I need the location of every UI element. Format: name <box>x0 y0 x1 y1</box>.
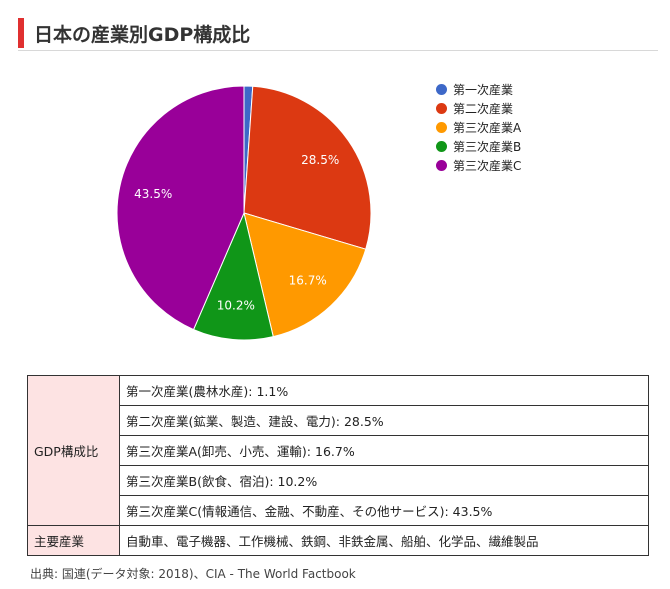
table-cell: 第三次産業B(飲食、宿泊): 10.2% <box>119 465 649 496</box>
legend-label: 第三次産業B <box>453 140 522 154</box>
gdp-table: GDP構成比 第一次産業(農林水産): 1.1% 第二次産業(鉱業、製造、建設、… <box>27 375 649 556</box>
legend-item: 第一次産業 <box>436 80 521 99</box>
legend-label: 第一次産業 <box>453 83 514 97</box>
legend-item: 第三次産業C <box>436 156 521 175</box>
legend-label: 第三次産業C <box>453 159 522 173</box>
legend-swatch <box>436 122 447 133</box>
pie-slice-label: 28.5% <box>301 153 339 167</box>
table-cell: 第三次産業C(情報通信、金融、不動産、その他サービス): 43.5% <box>119 495 649 526</box>
pie-chart: 28.5% 16.7% 10.2% 43.5% <box>116 85 372 341</box>
legend-swatch <box>436 103 447 114</box>
pie-slice-label: 43.5% <box>134 187 172 201</box>
pie-slice-1 <box>243 85 372 250</box>
table-cell: 第二次産業(鉱業、製造、建設、電力): 28.5% <box>119 405 649 436</box>
title-bar: 日本の産業別GDP構成比 <box>18 16 658 51</box>
table-row: 第三次産業B(飲食、宿泊): 10.2% <box>28 465 649 496</box>
legend-item: 第三次産業A <box>436 118 521 137</box>
table-row: 第三次産業A(卸売、小売、運輸): 16.7% <box>28 435 649 466</box>
table-row: 主要産業 自動車、電子機器、工作機械、鉄鋼、非鉄金属、船舶、化学品、繊維製品 <box>27 525 649 556</box>
legend-label: 第三次産業A <box>453 121 522 135</box>
source-note: 出典: 国連(データ対象: 2018)、CIA - The World Fact… <box>30 567 356 581</box>
legend-swatch <box>436 141 447 152</box>
pie-slice-label: 16.7% <box>289 273 327 287</box>
legend-item: 第三次産業B <box>436 137 521 156</box>
table-row: 第三次産業C(情報通信、金融、不動産、その他サービス): 43.5% <box>28 495 649 526</box>
pie-slice-2 <box>243 212 367 338</box>
industries-header-cell: 主要産業 <box>27 525 120 556</box>
pie-slice-3 <box>192 211 274 341</box>
legend-swatch <box>436 84 447 95</box>
chart-legend: 第一次産業第二次産業第三次産業A 第三次産業B 第三次産業C <box>436 80 521 175</box>
table-row: GDP構成比 第一次産業(農林水産): 1.1% <box>27 375 649 526</box>
legend-label: 第二次産業 <box>453 102 514 116</box>
table-cell: 第三次産業A(卸売、小売、運輸): 16.7% <box>119 435 649 466</box>
table-row: 第二次産業(鉱業、製造、建設、電力): 28.5% <box>28 405 649 436</box>
page-title: 日本の産業別GDP構成比 <box>34 24 251 46</box>
legend-item: 第二次産業 <box>436 99 521 118</box>
table-cell: 第一次産業(農林水産): 1.1% <box>119 375 649 406</box>
pie-slice-label: 10.2% <box>217 298 255 312</box>
industries-cell: 自動車、電子機器、工作機械、鉄鋼、非鉄金属、船舶、化学品、繊維製品 <box>119 525 649 556</box>
legend-swatch <box>436 160 447 171</box>
title-accent-bar <box>18 18 24 48</box>
gdp-header-cell: GDP構成比 <box>27 375 120 526</box>
pie-slice-4 <box>116 85 245 331</box>
